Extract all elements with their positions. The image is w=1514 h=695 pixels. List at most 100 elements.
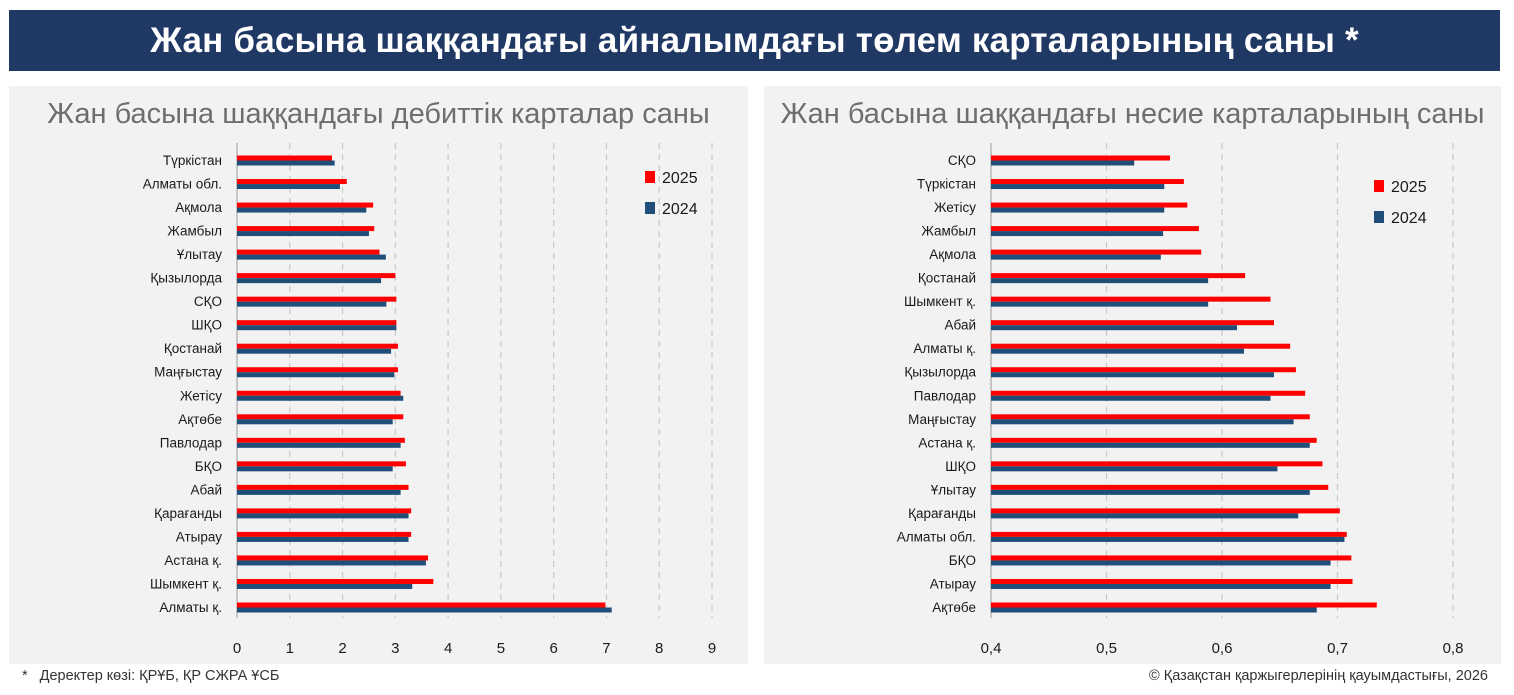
legend-swatch-2024: [1374, 211, 1384, 223]
debit-bar-2024: [237, 513, 409, 519]
category-label: Түркістан: [163, 153, 222, 168]
credit-bar-2025: [991, 578, 1353, 584]
copyright-text: © Қазақстан қаржыгерлерінің қауымдастығы…: [1149, 668, 1488, 684]
debit-bar-2024: [237, 442, 401, 448]
credit-bar-2025: [991, 437, 1317, 443]
debit-bar-2025: [237, 320, 397, 326]
debit-bar-2025: [237, 531, 412, 537]
credit-bar-2024: [991, 489, 1310, 495]
credit-bar-2024: [991, 207, 1165, 213]
category-label: СҚО: [948, 153, 976, 168]
debit-bar-2025: [237, 578, 434, 584]
debit-bar-2024: [237, 560, 426, 566]
credit-bar-2025: [991, 390, 1306, 396]
category-label: СҚО: [194, 294, 222, 309]
debit-bar-2024: [237, 607, 612, 613]
category-label: Шымкент қ.: [150, 576, 222, 591]
debit-bar-2025: [237, 273, 396, 279]
category-label: Қостанай: [918, 271, 976, 286]
category-label: Қарағанды: [908, 506, 976, 521]
category-label: Абай: [945, 318, 976, 333]
category-label: Ұлытау: [931, 482, 976, 497]
credit-bar-2024: [991, 184, 1165, 190]
credit-bar-2024: [991, 513, 1299, 519]
category-label: ШҚО: [191, 318, 222, 333]
debit-bar-2025: [237, 343, 398, 349]
debit-bar-2024: [237, 278, 382, 284]
credit-bar-2024: [991, 231, 1164, 237]
debit-bar-2025: [237, 179, 347, 185]
category-label: Қарағанды: [154, 506, 222, 521]
legend-label-2024: 2024: [662, 201, 698, 218]
debit-bar-2025: [237, 484, 409, 490]
credit-bar-2024: [991, 160, 1135, 166]
category-label: ШҚО: [945, 459, 976, 474]
credit-bar-2024: [991, 442, 1310, 448]
page-title: Жан басына шаққандағы айналымдағы төлем …: [150, 20, 1359, 60]
category-label: Ұлытау: [177, 247, 222, 262]
debit-bar-2024: [237, 348, 392, 354]
debit-bar-2024: [237, 536, 409, 542]
category-label: Павлодар: [160, 435, 222, 450]
category-label: Жетісу: [180, 388, 222, 403]
credit-bar-2025: [991, 320, 1274, 326]
debit-bar-2024: [237, 184, 340, 190]
debit-bar-2025: [237, 555, 429, 561]
credit-bar-2025: [991, 343, 1291, 349]
credit-bar-2025: [991, 484, 1329, 490]
x-tick-label: 2: [338, 640, 346, 657]
category-label: Шымкент қ.: [904, 294, 976, 309]
debit-bar-2024: [237, 419, 393, 425]
debit-bar-2025: [237, 508, 412, 514]
credit-bar-2024: [991, 301, 1209, 307]
credit-bar-2024: [991, 325, 1238, 331]
debit-bar-2025: [237, 461, 406, 467]
category-label: Түркістан: [917, 177, 976, 192]
x-tick-label: 0,7: [1327, 640, 1348, 657]
x-tick-label: 4: [444, 640, 452, 657]
category-label: Атырау: [176, 529, 222, 544]
credit-bar-2025: [991, 226, 1199, 232]
category-label: Жетісу: [934, 200, 976, 215]
debit-bar-2025: [237, 602, 606, 608]
debit-bar-2024: [237, 231, 369, 237]
debit-bar-2024: [237, 301, 387, 307]
credit-bar-2025: [991, 202, 1188, 208]
debit-bar-2025: [237, 155, 332, 161]
debit-bar-2024: [237, 325, 397, 331]
debit-bar-2024: [237, 395, 404, 401]
credit-bar-2025: [991, 555, 1352, 561]
x-tick-label: 9: [708, 640, 716, 657]
debit-bar-2025: [237, 414, 404, 420]
category-label: БҚО: [195, 459, 222, 474]
x-tick-label: 0: [233, 640, 241, 657]
category-label: Маңғыстау: [154, 365, 222, 380]
credit-bar-2024: [991, 348, 1244, 354]
debit-bar-2024: [237, 372, 395, 378]
debit-cards-chart-panel: Жан басына шаққандағы дебиттік карталар …: [9, 86, 748, 664]
credit-bar-2025: [991, 602, 1377, 608]
legend-swatch-2024: [645, 202, 655, 214]
debit-bar-2024: [237, 160, 335, 166]
debit-bar-2025: [237, 226, 375, 232]
category-label: Атырау: [930, 576, 976, 591]
legend-swatch-2025: [1374, 180, 1384, 192]
credit-bar-2025: [991, 296, 1271, 302]
category-label: Алматы обл.: [897, 529, 976, 544]
category-label: Алматы обл.: [143, 177, 222, 192]
credit-bar-2025: [991, 461, 1323, 467]
x-tick-label: 0,4: [981, 640, 1002, 657]
x-tick-label: 5: [497, 640, 505, 657]
credit-bar-2025: [991, 531, 1347, 537]
category-label: Жамбыл: [921, 224, 976, 239]
debit-bar-2025: [237, 202, 374, 208]
category-label: Маңғыстау: [908, 412, 976, 427]
category-label: Астана қ.: [164, 553, 222, 568]
category-label: Ақмола: [929, 247, 976, 262]
category-label: Абай: [191, 482, 222, 497]
debit-bar-2025: [237, 437, 405, 443]
credit-bar-2024: [991, 419, 1294, 425]
x-tick-label: 0,5: [1096, 640, 1117, 657]
category-label: Қызылорда: [150, 271, 222, 286]
source-footnote: * Деректер көзі: ҚРҰБ, ҚР СЖРА ҰСБ: [22, 668, 279, 684]
